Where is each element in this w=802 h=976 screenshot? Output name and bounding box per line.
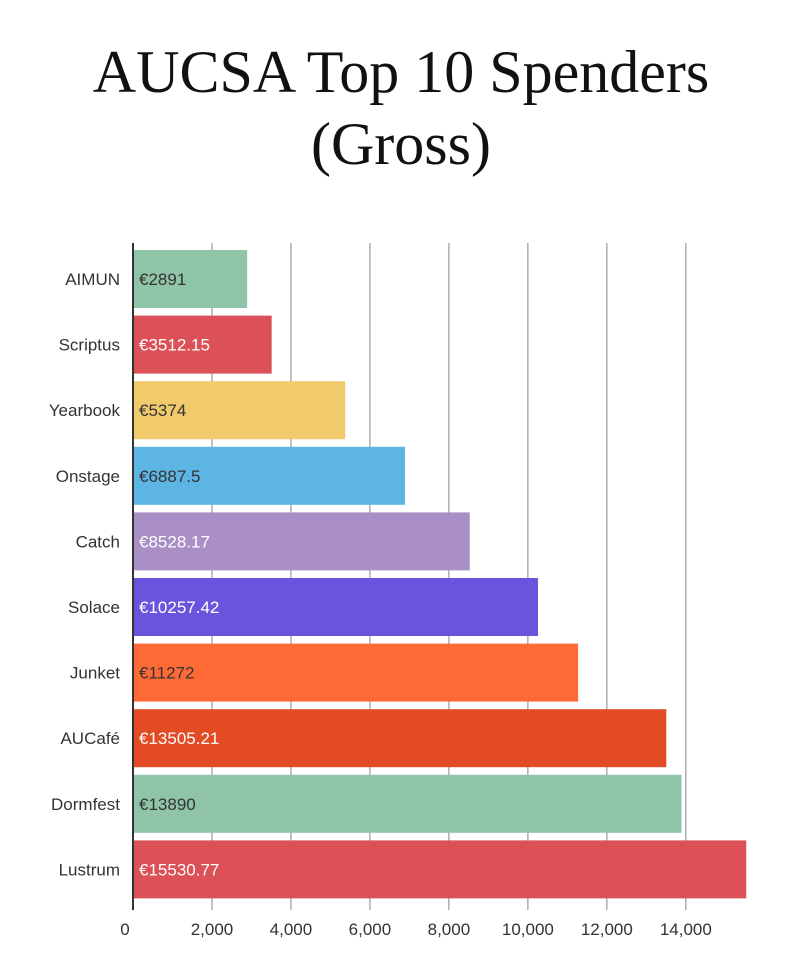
category-label: Yearbook — [49, 401, 121, 420]
bar — [133, 315, 272, 374]
category-label: Scriptus — [59, 336, 120, 355]
data-label: €15530.77 — [139, 860, 219, 879]
category-labels: AIMUN Scriptus Yearbook Onstage Catch Solace J… — [49, 270, 121, 879]
data-label: €13505.21 — [139, 729, 219, 748]
x-tick-label: 6,000 — [349, 920, 392, 939]
category-label: Solace — [68, 598, 120, 617]
chart-title-line-1: AUCSA Top 10 Spenders — [92, 39, 710, 105]
x-tick-label: 14,000 — [660, 920, 712, 939]
data-label: €5374 — [139, 401, 186, 420]
category-label: Junket — [70, 664, 120, 683]
x-tick-label: 8,000 — [428, 920, 471, 939]
x-tick-label: 12,000 — [581, 920, 633, 939]
bar — [133, 709, 667, 768]
x-tick-label: 0 — [120, 920, 129, 939]
x-tick-label: 2,000 — [191, 920, 234, 939]
data-label: €11272 — [139, 664, 194, 683]
data-label: €3512.15 — [139, 336, 210, 355]
data-label: €2891 — [139, 270, 186, 289]
data-label: €6887.5 — [139, 467, 200, 486]
x-tick-label: 10,000 — [502, 920, 554, 939]
bar — [133, 643, 579, 702]
bar — [133, 840, 747, 899]
data-labels: €2891 €3512.15 €5374 €6887.5 €8528.17 €10257.… — [139, 270, 219, 879]
category-label: Onstage — [56, 467, 120, 486]
bar — [133, 578, 539, 636]
bar — [133, 512, 470, 571]
chart-title: AUCSA Top 10 Spenders (Gross) — [0, 36, 802, 180]
bar — [133, 250, 248, 308]
x-tick-labels: 0 2,000 4,000 6,000 8,000 10,000 12,000 14,000 — [120, 920, 712, 939]
category-label: Dormfest — [51, 795, 120, 814]
category-label: Catch — [76, 532, 120, 551]
data-label: €8528.17 — [139, 532, 210, 551]
bars — [133, 250, 747, 899]
category-label: AIMUN — [65, 270, 120, 289]
x-tick-label: 4,000 — [270, 920, 313, 939]
data-label: €13890 — [139, 795, 196, 814]
chart-title-line-2: (Gross) — [311, 111, 491, 177]
data-label: €10257.42 — [139, 598, 219, 617]
category-label: Lustrum — [59, 860, 120, 879]
bar — [133, 381, 346, 440]
bar — [133, 774, 682, 833]
bar — [133, 446, 405, 505]
category-label: AUCafé — [60, 729, 120, 748]
